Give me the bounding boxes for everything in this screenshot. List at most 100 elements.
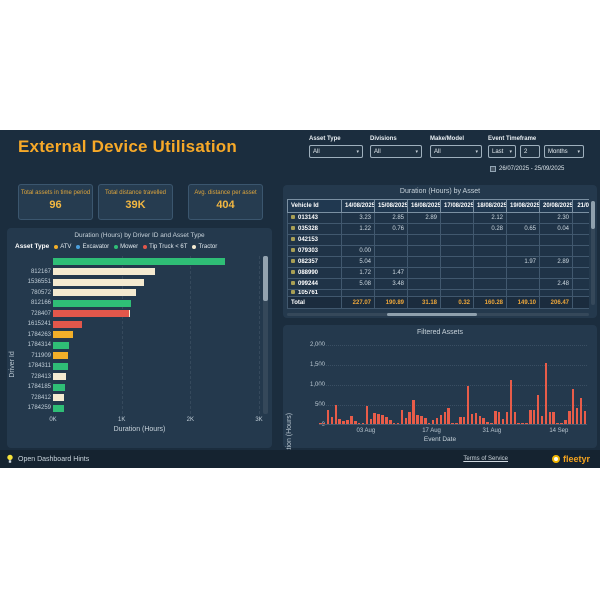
scrollbar-thumb[interactable] [591, 201, 595, 229]
filtered-bar[interactable] [560, 423, 563, 424]
filtered-bar[interactable] [556, 423, 559, 424]
driver-bar-segment[interactable] [53, 268, 156, 276]
filtered-bar[interactable] [373, 412, 376, 424]
filtered-bar[interactable] [571, 389, 575, 424]
timeframe-count-input[interactable]: 2 [520, 145, 540, 158]
filtered-bar[interactable] [431, 419, 435, 424]
divisions-select[interactable]: All ▾ [370, 145, 422, 158]
filtered-bar[interactable] [525, 422, 528, 424]
filtered-bar[interactable] [334, 404, 338, 424]
driver-chart-scrollbar[interactable] [263, 256, 268, 414]
table-row[interactable]: 079303 0.00 [287, 245, 589, 257]
filtered-bar[interactable] [568, 410, 571, 424]
filtered-bar[interactable] [462, 416, 466, 424]
driver-bar-segment[interactable] [53, 257, 226, 265]
filtered-bar[interactable] [424, 418, 427, 424]
filtered-bar[interactable] [564, 420, 567, 424]
filtered-bar[interactable] [490, 423, 493, 424]
filtered-bar[interactable] [494, 411, 497, 424]
filtered-bar[interactable] [583, 411, 587, 424]
filtered-bar[interactable] [455, 423, 458, 424]
filtered-bar[interactable] [447, 408, 450, 424]
timeframe-last-select[interactable]: Last ▾ [488, 145, 516, 158]
driver-bar-segment[interactable] [53, 362, 68, 370]
table-row[interactable]: 035328 1.22 0.76 0.28 0.65 0.04 [287, 223, 589, 235]
table-horizontal-scrollbar[interactable] [287, 313, 589, 316]
filtered-bar[interactable] [466, 386, 470, 424]
filtered-bar[interactable] [540, 416, 544, 424]
driver-bar-segment[interactable] [53, 331, 73, 339]
filtered-bar[interactable] [536, 395, 540, 424]
filtered-bar[interactable] [532, 410, 536, 424]
filtered-bar[interactable] [501, 419, 505, 424]
filtered-bar[interactable] [346, 420, 349, 424]
legend-item[interactable]: Mower [114, 244, 138, 250]
filtered-bar[interactable] [451, 422, 454, 424]
filtered-bar[interactable] [365, 406, 369, 424]
filtered-bar[interactable] [330, 417, 334, 424]
legend-item[interactable]: Excavator [76, 244, 109, 250]
filtered-bar[interactable] [521, 423, 524, 424]
scrollbar-thumb[interactable] [263, 256, 268, 301]
table-row[interactable]: 042153 [287, 234, 589, 246]
driver-bar-segment[interactable] [53, 404, 64, 412]
filtered-bar[interactable] [505, 412, 509, 424]
driver-bar-segment[interactable] [53, 278, 144, 286]
filtered-bar[interactable] [350, 416, 353, 424]
filtered-bar[interactable] [385, 417, 388, 424]
asset-type-select[interactable]: All ▾ [309, 145, 363, 158]
driver-bar-segment[interactable] [53, 373, 67, 381]
filtered-bar[interactable] [396, 423, 400, 424]
filtered-bar[interactable] [400, 410, 404, 424]
filtered-bar[interactable] [497, 412, 501, 424]
terms-of-service-link[interactable]: Terms of Service [463, 456, 508, 462]
filtered-bar[interactable] [342, 420, 345, 424]
filtered-bar[interactable] [416, 415, 419, 424]
filtered-bar[interactable] [482, 417, 485, 424]
filtered-bar[interactable] [427, 423, 431, 424]
driver-bar-segment[interactable] [128, 310, 131, 318]
filtered-bar[interactable] [435, 418, 439, 424]
open-dashboard-hints-button[interactable]: Open Dashboard Hints [6, 454, 89, 464]
table-row[interactable]: 105761 [287, 289, 589, 297]
timeframe-unit-select[interactable]: Months ▾ [544, 145, 584, 158]
table-row[interactable]: 099244 5.08 3.48 2.48 [287, 278, 589, 290]
filtered-bar[interactable] [579, 398, 583, 424]
table-row[interactable]: 082357 5.04 1.97 2.89 [287, 256, 589, 268]
table-row[interactable]: 013143 3.23 2.85 2.89 2.12 2.30 [287, 212, 589, 224]
filtered-bar[interactable] [319, 423, 322, 424]
filtered-bar[interactable] [377, 413, 380, 424]
filtered-bar[interactable] [361, 423, 365, 424]
driver-bar-segment[interactable] [53, 341, 70, 349]
filtered-bar[interactable] [548, 412, 552, 424]
driver-bar-segment[interactable] [53, 320, 83, 328]
filtered-bar[interactable] [326, 410, 330, 424]
filtered-bar[interactable] [408, 412, 411, 424]
legend-item[interactable]: Tip Truck < 6T [143, 244, 187, 250]
driver-bar-segment[interactable] [53, 394, 64, 402]
filtered-bar[interactable] [478, 416, 482, 424]
table-vertical-scrollbar[interactable] [591, 201, 595, 305]
filtered-bar[interactable] [486, 421, 489, 424]
filtered-bar[interactable] [513, 412, 517, 424]
table-row[interactable]: 088990 1.72 1.47 [287, 267, 589, 279]
filtered-bar[interactable] [529, 410, 532, 424]
filtered-bar[interactable] [575, 407, 579, 424]
filtered-bar[interactable] [470, 413, 474, 424]
filtered-bar[interactable] [552, 412, 555, 424]
filtered-bar[interactable] [459, 417, 462, 424]
filtered-bar[interactable] [474, 412, 478, 424]
filtered-bar[interactable] [381, 414, 384, 424]
filtered-bar[interactable] [509, 380, 513, 424]
filtered-bar[interactable] [357, 423, 361, 424]
driver-bar-segment[interactable] [53, 299, 132, 307]
filtered-bar[interactable] [354, 421, 357, 424]
driver-bar-segment[interactable] [53, 289, 137, 297]
filtered-bar[interactable] [369, 418, 373, 424]
filtered-bar[interactable] [322, 423, 326, 424]
legend-item[interactable]: Tractor [192, 244, 217, 250]
filtered-bar[interactable] [420, 416, 423, 424]
filtered-bar[interactable] [544, 363, 548, 424]
driver-bar-segment[interactable] [53, 310, 129, 318]
filtered-bar[interactable] [517, 423, 520, 424]
